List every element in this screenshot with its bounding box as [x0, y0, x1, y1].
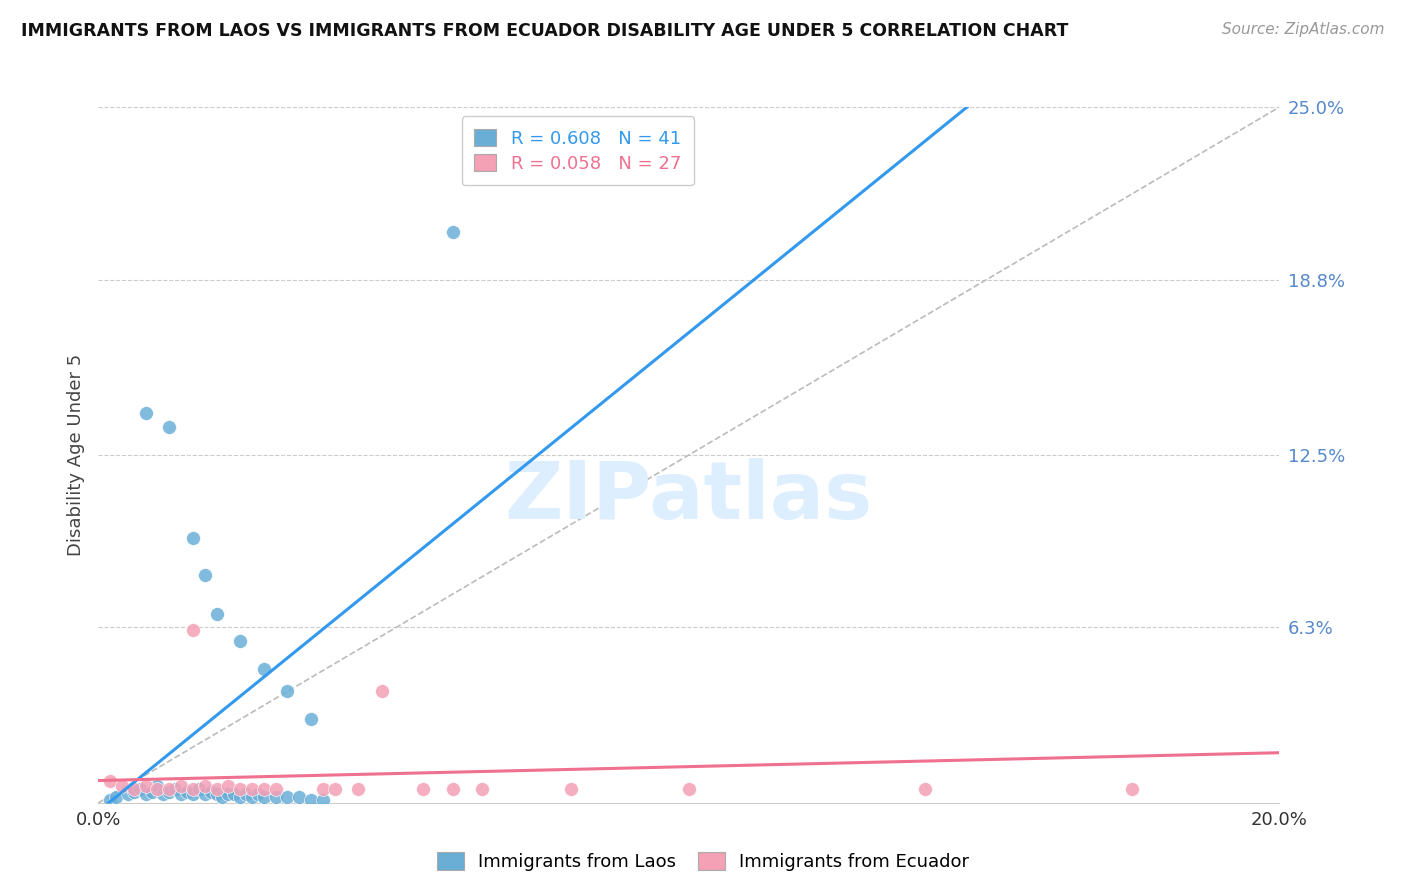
Point [560, 781, 582, 796]
Point [276, 684, 298, 698]
Point [217, 788, 239, 802]
Text: Source: ZipAtlas.com: Source: ZipAtlas.com [1222, 22, 1385, 37]
Point [181, 624, 204, 638]
Point [170, 788, 193, 802]
Point [235, 788, 257, 802]
Point [224, 788, 246, 802]
Point [205, 781, 228, 796]
Point [217, 779, 239, 793]
Point [312, 781, 335, 796]
Point [194, 779, 217, 793]
Text: ZIPatlas: ZIPatlas [505, 458, 873, 536]
Point [128, 781, 150, 796]
Y-axis label: Disability Age Under 5: Disability Age Under 5 [66, 354, 84, 556]
Point [181, 532, 204, 546]
Point [111, 779, 134, 793]
Point [264, 790, 287, 805]
Point [412, 781, 434, 796]
Point [914, 781, 936, 796]
Point [441, 781, 464, 796]
Point [135, 779, 157, 793]
Point [253, 662, 276, 676]
Point [229, 634, 252, 648]
Point [264, 781, 287, 796]
Point [229, 781, 252, 796]
Point [181, 788, 204, 802]
Point [240, 790, 263, 805]
Point [205, 607, 228, 621]
Point [678, 781, 700, 796]
Point [323, 781, 346, 796]
Point [122, 785, 145, 799]
Point [157, 781, 180, 796]
Point [165, 781, 187, 796]
Point [441, 225, 464, 239]
Point [135, 406, 157, 420]
Point [299, 793, 322, 807]
Point [170, 779, 193, 793]
Point [240, 781, 263, 796]
Point [347, 781, 370, 796]
Point [135, 788, 157, 802]
Legend: R = 0.608   N = 41, R = 0.058   N = 27: R = 0.608 N = 41, R = 0.058 N = 27 [461, 116, 693, 186]
Point [471, 781, 494, 796]
Point [176, 785, 198, 799]
Point [117, 788, 139, 802]
Point [253, 781, 276, 796]
Point [187, 781, 209, 796]
Point [194, 567, 217, 582]
Point [288, 790, 311, 805]
Point [146, 781, 169, 796]
Point [1121, 781, 1143, 796]
Point [157, 420, 180, 434]
Point [246, 788, 269, 802]
Point [141, 785, 163, 799]
Point [98, 793, 121, 807]
Point [194, 788, 217, 802]
Point [229, 790, 252, 805]
Point [371, 684, 394, 698]
Point [276, 790, 298, 805]
Point [253, 790, 276, 805]
Text: IMMIGRANTS FROM LAOS VS IMMIGRANTS FROM ECUADOR DISABILITY AGE UNDER 5 CORRELATI: IMMIGRANTS FROM LAOS VS IMMIGRANTS FROM … [21, 22, 1069, 40]
Point [146, 779, 169, 793]
Legend: Immigrants from Laos, Immigrants from Ecuador: Immigrants from Laos, Immigrants from Ec… [429, 846, 977, 879]
Point [211, 790, 233, 805]
Point [122, 781, 145, 796]
Point [152, 788, 174, 802]
Point [98, 773, 121, 788]
Point [312, 793, 335, 807]
Point [200, 785, 222, 799]
Point [205, 788, 228, 802]
Point [105, 790, 128, 805]
Point [181, 781, 204, 796]
Point [157, 785, 180, 799]
Point [299, 712, 322, 726]
